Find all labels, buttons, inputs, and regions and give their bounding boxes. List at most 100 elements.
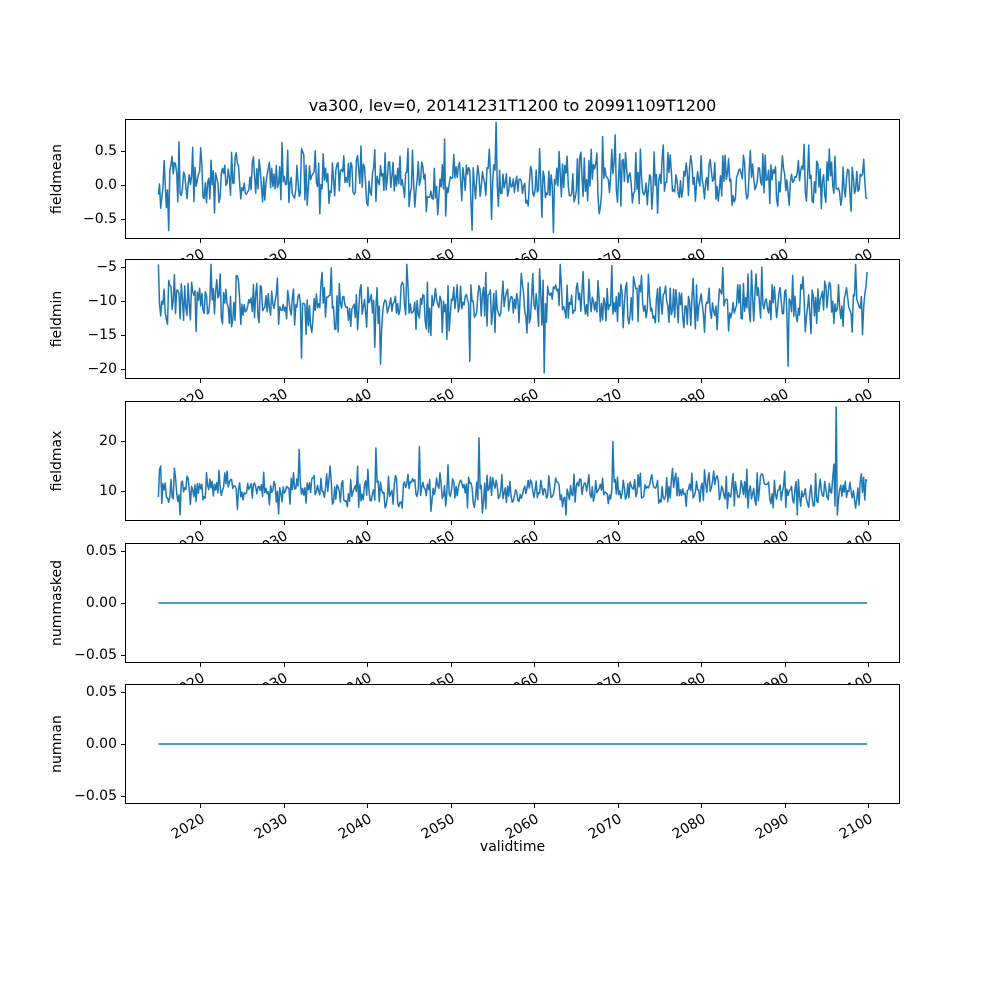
plot-canvas-numnan (158, 743, 868, 745)
x-tick-label: 2020 (121, 383, 207, 418)
subplot-numnan (125, 684, 900, 804)
x-tick (200, 379, 202, 383)
x-tick (701, 804, 703, 808)
y-axis-label-text: numnan (49, 715, 65, 773)
y-tick (121, 301, 125, 303)
y-tick-label: −5 (96, 259, 117, 276)
plot-canvas-fieldmin (157, 263, 868, 374)
x-tick-label-text: 2100 (836, 811, 876, 843)
y-tick (121, 603, 125, 604)
subplot-fieldmax (125, 401, 900, 521)
x-tick (367, 379, 369, 383)
y-tick-label: 20 (99, 433, 117, 449)
x-tick-label: 2020 (121, 808, 207, 843)
x-tick (701, 379, 703, 383)
y-tick-label: 0.00 (85, 595, 117, 611)
chart-title: va300, lev=0, 20141231T1200 to 20991109T… (308, 96, 717, 115)
y-tick-label: −10 (87, 293, 117, 310)
x-tick (534, 239, 536, 243)
x-tick-label: 2060 (455, 383, 541, 418)
x-tick (450, 379, 452, 383)
x-tick-label: 2100 (789, 383, 875, 418)
x-tick (534, 521, 536, 525)
y-tick-label: 0.00 (85, 736, 117, 752)
x-tick-label: 2040 (288, 525, 374, 560)
x-tick (784, 379, 786, 383)
x-tick-label: 2090 (706, 525, 792, 560)
series-line-fieldmean (157, 121, 868, 234)
x-tick-label: 2030 (205, 808, 291, 843)
y-tick-label: −0.05 (74, 787, 117, 804)
x-tick-label: 2060 (455, 525, 541, 560)
x-tick (367, 239, 369, 243)
subplot-fieldmin (125, 259, 900, 379)
x-tick-label: 2020 (121, 525, 207, 560)
x-tick (534, 379, 536, 383)
x-tick-label: 2040 (288, 383, 374, 418)
x-tick-label: 2090 (706, 383, 792, 418)
x-tick (868, 663, 870, 667)
x-tick (450, 804, 452, 808)
y-axis-label-text: fieldmin (49, 290, 65, 348)
series-line-fieldmin (157, 263, 868, 374)
x-tick-label-text: 2030 (251, 811, 291, 843)
y-axis-label-text: fieldmean (49, 144, 65, 214)
subplot-nummasked (125, 543, 900, 663)
x-tick (617, 379, 619, 383)
x-tick (283, 379, 285, 383)
x-tick (701, 663, 703, 667)
x-tick-label: 2070 (539, 808, 625, 843)
x-tick (701, 521, 703, 525)
x-tick (450, 239, 452, 243)
y-tick-label: −0.05 (74, 646, 117, 663)
x-tick (784, 521, 786, 525)
x-tick (283, 804, 285, 808)
x-tick-label: 2030 (205, 525, 291, 560)
x-tick-label-text: 2060 (502, 811, 542, 843)
y-tick-label: 0.0 (94, 177, 117, 194)
y-tick-label: 10 (99, 483, 117, 499)
x-tick (367, 804, 369, 808)
x-tick (617, 804, 619, 808)
y-tick-label: −0.5 (83, 210, 117, 227)
y-tick-label: 0.05 (85, 684, 117, 701)
y-tick-label: 0.5 (94, 143, 117, 160)
x-tick-label-text: 2040 (335, 811, 375, 843)
x-tick (450, 663, 452, 667)
x-tick-label: 2050 (372, 808, 458, 843)
y-tick-label: −15 (87, 326, 117, 343)
x-tick-label: 2070 (539, 525, 625, 560)
y-tick-label: −20 (87, 360, 117, 377)
x-tick-label-text: 2070 (585, 811, 625, 843)
y-tick (121, 654, 125, 656)
x-tick-label-text: 2020 (168, 811, 208, 843)
x-tick (868, 521, 870, 525)
x-tick-label: 2100 (789, 525, 875, 560)
y-tick (121, 334, 125, 336)
x-tick (868, 239, 870, 243)
x-tick (283, 663, 285, 667)
x-tick (534, 804, 536, 808)
x-tick (617, 239, 619, 243)
x-tick-label: 2090 (706, 808, 792, 843)
y-tick-label: 0.05 (85, 543, 117, 560)
plot-canvas-nummasked (158, 602, 868, 604)
x-axis-label: validtime (479, 839, 546, 855)
y-tick (121, 744, 125, 745)
x-tick (868, 379, 870, 383)
y-tick (121, 441, 125, 442)
x-tick-label-text: 2050 (418, 811, 458, 843)
x-tick (450, 521, 452, 525)
y-tick (121, 551, 125, 553)
x-tick (200, 239, 202, 243)
x-tick (200, 663, 202, 667)
x-tick (367, 663, 369, 667)
plot-canvas-fieldmean (157, 121, 868, 234)
y-tick (121, 368, 125, 370)
x-tick-label: 2080 (622, 808, 708, 843)
x-tick-label: 2070 (539, 383, 625, 418)
x-tick (868, 804, 870, 808)
x-tick (534, 663, 536, 667)
x-tick (701, 239, 703, 243)
